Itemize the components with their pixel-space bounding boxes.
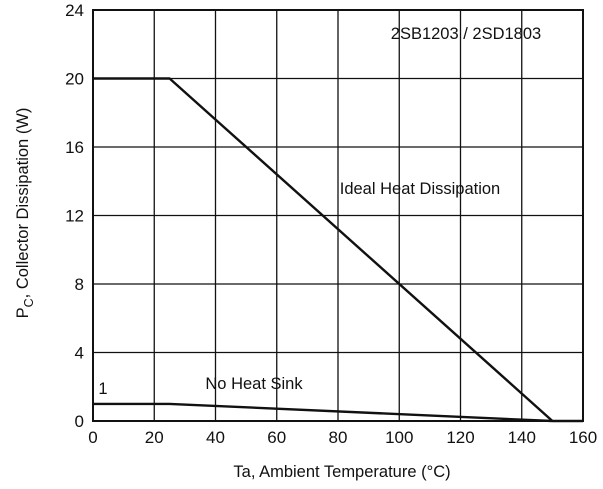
x-tick-label: 0	[88, 428, 97, 447]
series-line-ideal-heat-dissipation	[93, 79, 552, 422]
chart-title: 2SB1203 / 2SD1803	[391, 25, 541, 43]
grid	[93, 10, 583, 421]
x-tick-label: 40	[206, 428, 225, 447]
y-tick-labels: 0 4 8 12 16 20 24	[65, 1, 84, 431]
y-axis-title-subscript: C	[22, 298, 36, 307]
y-axis-title-rest: , Collector Dissipation (W)	[14, 108, 32, 299]
annotation-one: 1	[98, 380, 107, 398]
series-label-no-heat-sink: No Heat Sink	[205, 375, 303, 393]
x-tick-label: 80	[329, 428, 348, 447]
x-tick-label: 140	[508, 428, 536, 447]
y-tick-label: 4	[75, 344, 84, 363]
y-tick-label: 24	[65, 1, 84, 20]
x-tick-label: 120	[446, 428, 474, 447]
series-label-ideal-heat-dissipation: Ideal Heat Dissipation	[340, 180, 501, 198]
y-tick-label: 12	[65, 207, 84, 226]
y-axis-title-symbol: P	[14, 307, 32, 318]
y-tick-label: 20	[65, 70, 84, 89]
x-tick-label: 100	[385, 428, 413, 447]
y-tick-label: 0	[75, 412, 84, 431]
y-tick-label: 16	[65, 138, 84, 157]
x-axis-title: Ta, Ambient Temperature (°C)	[233, 463, 450, 481]
x-tick-label: 20	[145, 428, 164, 447]
x-tick-label: 60	[267, 428, 286, 447]
y-tick-label: 8	[75, 275, 84, 294]
x-tick-label: 160	[569, 428, 597, 447]
x-tick-labels: 0 20 40 60 80 100 120 140 160	[88, 428, 597, 447]
y-axis-title: PC, Collector Dissipation (W)	[14, 108, 36, 319]
